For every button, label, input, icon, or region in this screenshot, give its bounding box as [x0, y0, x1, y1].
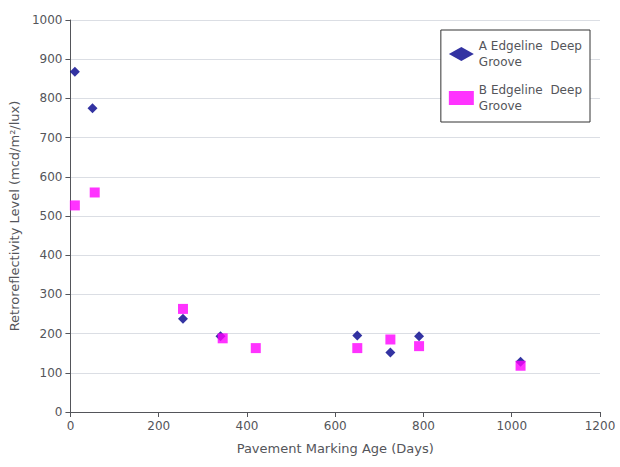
svg-text:1000: 1000	[496, 419, 527, 433]
svg-text:A Edgeline Deep: A Edgeline Deep	[479, 39, 582, 53]
svg-text:Groove: Groove	[479, 55, 522, 69]
svg-text:800: 800	[40, 91, 63, 105]
svg-text:600: 600	[40, 170, 63, 184]
svg-text:500: 500	[40, 209, 63, 223]
svg-text:900: 900	[40, 52, 63, 66]
svg-text:Pavement Marking Age (Days): Pavement Marking Age (Days)	[237, 441, 434, 456]
svg-text:1000: 1000	[32, 13, 63, 27]
svg-text:800: 800	[412, 419, 435, 433]
svg-text:300: 300	[40, 287, 63, 301]
svg-text:0: 0	[55, 405, 63, 419]
svg-text:200: 200	[147, 419, 170, 433]
svg-text:0: 0	[67, 419, 75, 433]
svg-text:Retroreflectivity Level (mcd/m: Retroreflectivity Level (mcd/m²/lux)	[7, 101, 22, 332]
svg-text:400: 400	[236, 419, 259, 433]
svg-text:100: 100	[40, 366, 63, 380]
svg-text:Groove: Groove	[479, 99, 522, 113]
svg-text:700: 700	[40, 131, 63, 145]
svg-text:600: 600	[324, 419, 347, 433]
svg-text:B Edgeline Deep: B Edgeline Deep	[479, 83, 582, 97]
svg-text:200: 200	[40, 327, 63, 341]
svg-text:1200: 1200	[585, 419, 616, 433]
svg-text:400: 400	[40, 248, 63, 262]
